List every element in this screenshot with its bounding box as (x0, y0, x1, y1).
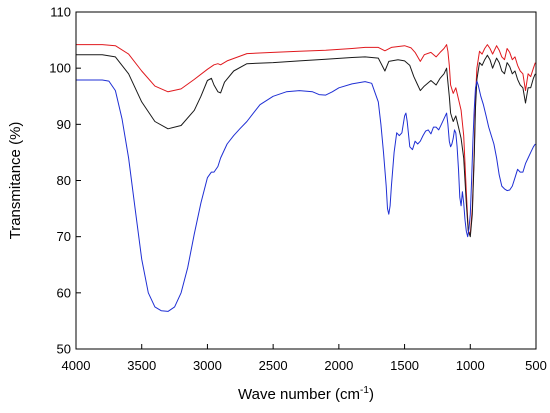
y-axis-title: Transmitance (%) (7, 122, 24, 240)
y-tick-label: 60 (57, 285, 71, 300)
series-layer (76, 44, 536, 312)
x-axis-title-suffix: ) (369, 386, 374, 403)
x-axis-title-main: Wave number (cm (238, 386, 360, 403)
x-tick-label: 2500 (259, 358, 288, 373)
series-line-3 (76, 79, 536, 312)
y-tick-label: 90 (57, 117, 71, 132)
x-tick-label: 1500 (390, 358, 419, 373)
y-tick-label: 100 (49, 61, 71, 76)
y-tick-label: 70 (57, 229, 71, 244)
y-tick-label: 110 (50, 5, 71, 20)
series-line-1 (76, 44, 536, 235)
x-tick-label: 3000 (193, 358, 222, 373)
x-tick-label: 1000 (456, 358, 485, 373)
x-tick-label: 4000 (62, 358, 91, 373)
y-tick-label: 50 (57, 342, 71, 357)
x-tick-label: 500 (525, 358, 547, 373)
y-tick-label: 80 (57, 173, 71, 188)
series-line-2 (76, 54, 536, 238)
x-tick-label: 3500 (127, 358, 156, 373)
x-axis-title: Wave number (cm-1) (238, 385, 374, 403)
plot-frame (75, 11, 537, 350)
x-axis-ticks: 4000 3500 3000 2500 2000 1500 1000 500 (62, 344, 547, 373)
x-axis-title-superscript: -1 (360, 385, 369, 396)
x-tick-label: 2000 (324, 358, 353, 373)
y-axis-ticks: 50 60 70 80 90 100 110 (49, 5, 81, 357)
